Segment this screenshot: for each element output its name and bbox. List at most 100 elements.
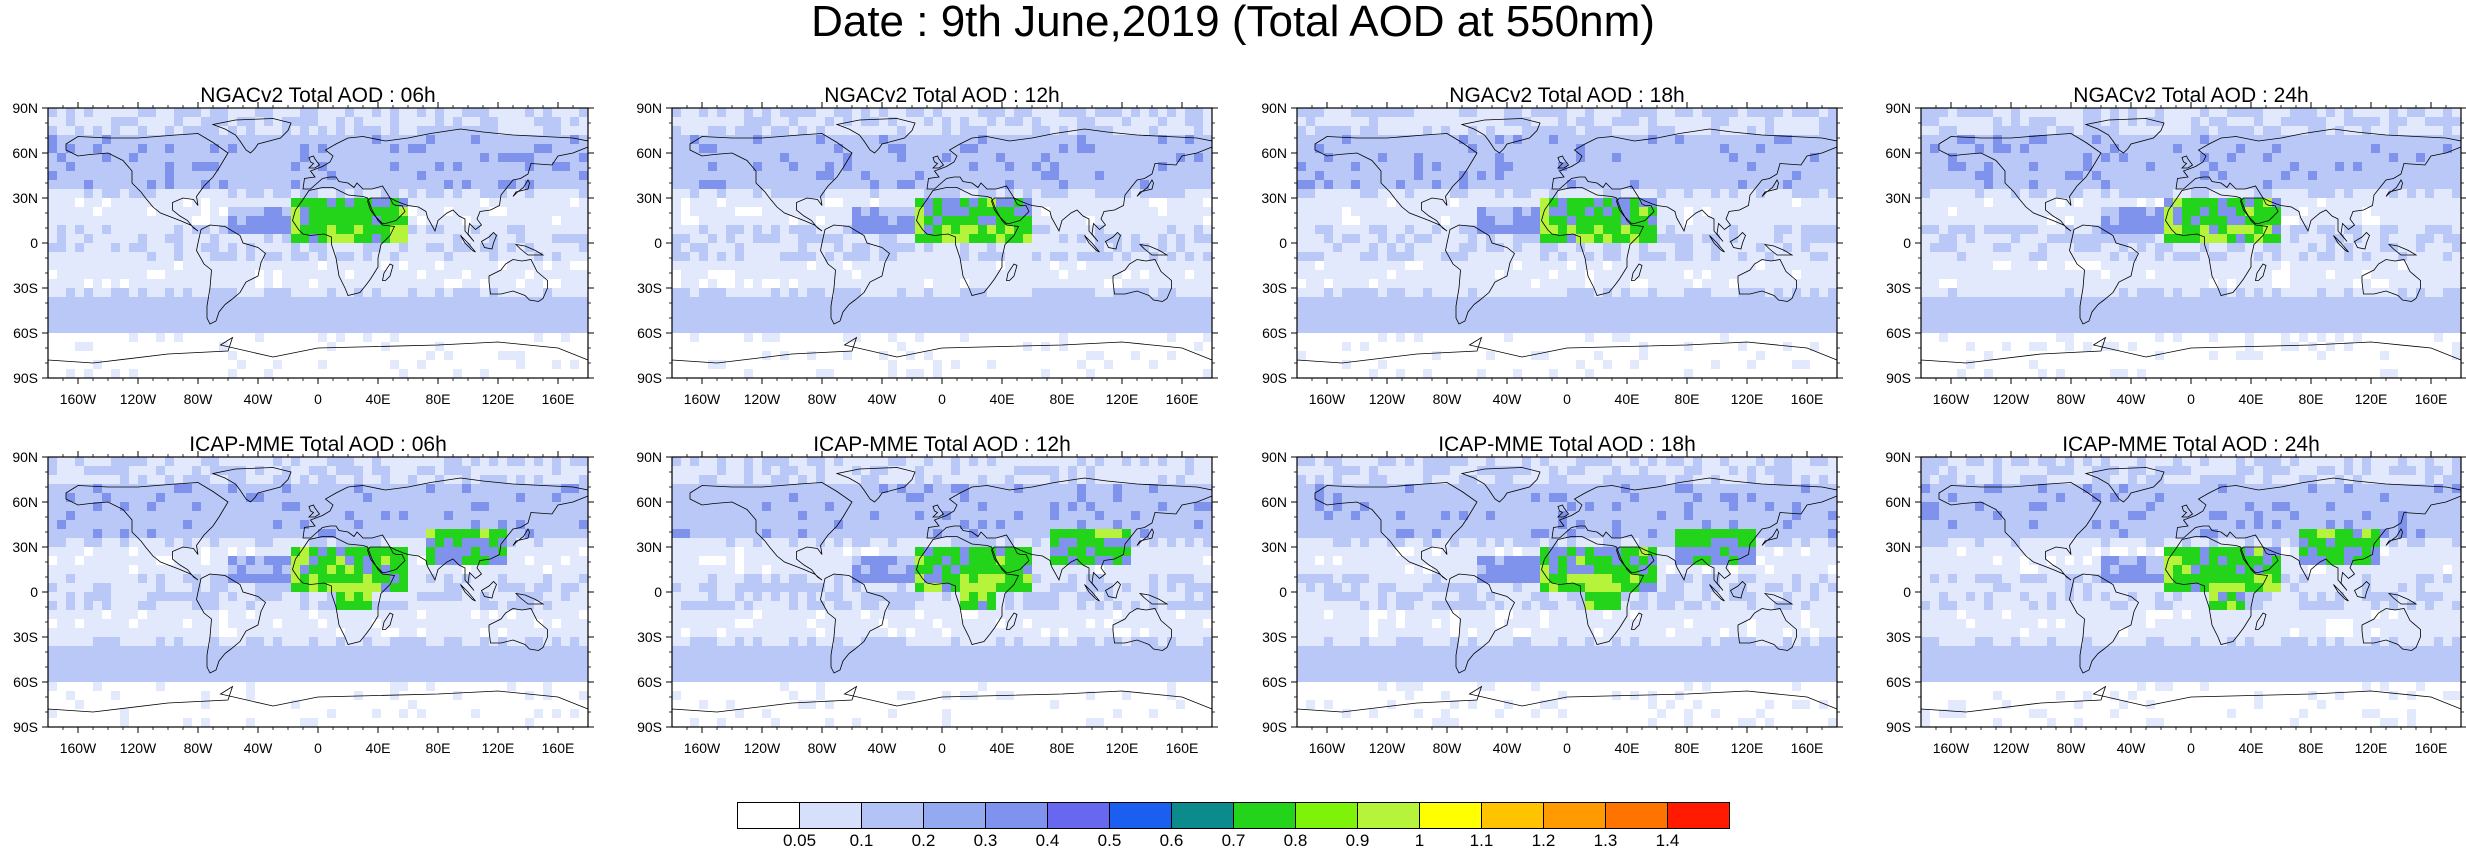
latitude-label: 30S xyxy=(1886,629,1911,645)
aod-map: 90N 60N 30N 0 30S 60S 90S 160W 120W 80W 40W 0 40E 80E… xyxy=(1885,449,2466,756)
longitude-label: 80W xyxy=(2057,740,2087,756)
colorbar-label: 0.9 xyxy=(1346,831,1370,848)
colorbar-swatch xyxy=(923,802,986,829)
longitude-label: 0 xyxy=(1563,740,1571,756)
aod-field xyxy=(1297,457,1838,728)
longitude-label: 80E xyxy=(426,391,451,407)
longitude-label: 160W xyxy=(1309,740,1346,756)
latitude-label: 90S xyxy=(1886,719,1911,735)
latitude-label: 90N xyxy=(12,100,38,116)
colorbar-label: 1 xyxy=(1415,831,1424,848)
longitude-label: 0 xyxy=(314,740,322,756)
latitude-label: 90S xyxy=(13,719,38,735)
longitude-label: 40E xyxy=(990,391,1015,407)
colorbar-swatch xyxy=(1605,802,1668,829)
latitude-label: 30S xyxy=(13,629,38,645)
longitude-label: 80W xyxy=(1433,391,1463,407)
longitude-label: 120E xyxy=(1106,740,1139,756)
colorbar-label: 0.3 xyxy=(974,831,998,848)
latitude-label: 90S xyxy=(13,370,38,386)
longitude-label: 40W xyxy=(2117,391,2147,407)
aod-map: 90N 60N 30N 0 30S 60S 90S 160W 120W 80W 40W 0 40E 80E… xyxy=(636,449,1218,756)
latitude-label: 60N xyxy=(636,145,662,161)
latitude-label: 60N xyxy=(1885,145,1911,161)
colorbar-label: 0.8 xyxy=(1284,831,1308,848)
longitude-label: 160W xyxy=(1933,740,1970,756)
map-panel: ICAP-MME Total AOD : 12h 90N 60N 30N 0 30S 60S… xyxy=(624,433,1244,773)
latitude-label: 90S xyxy=(637,719,662,735)
latitude-label: 30S xyxy=(1262,280,1287,296)
longitude-label: 40E xyxy=(990,740,1015,756)
latitude-label: 60N xyxy=(1261,145,1287,161)
aod-field xyxy=(1297,108,1838,379)
map-panel: ICAP-MME Total AOD : 24h 90N 60N 30N 0 30S 60S… xyxy=(1873,433,2466,773)
colorbar-label: 0.2 xyxy=(912,831,936,848)
aod-map: 90N 60N 30N 0 30S 60S 90S 160W 120W 80W 40W 0 40E 80E… xyxy=(12,449,594,756)
aod-map: 90N 60N 30N 0 30S 60S 90S 160W 120W 80W 40W 0 40E 80E… xyxy=(636,100,1218,407)
longitude-label: 0 xyxy=(2187,740,2195,756)
longitude-label: 120W xyxy=(1369,391,1406,407)
longitude-label: 160E xyxy=(1791,740,1824,756)
longitude-label: 120W xyxy=(1993,391,2030,407)
longitude-label: 120W xyxy=(744,740,781,756)
colorbar-swatch xyxy=(1171,802,1234,829)
longitude-label: 40E xyxy=(2239,391,2264,407)
longitude-label: 160W xyxy=(60,391,97,407)
longitude-label: 160E xyxy=(1791,391,1824,407)
longitude-label: 40W xyxy=(1493,391,1523,407)
longitude-label: 0 xyxy=(938,740,946,756)
longitude-label: 120W xyxy=(120,391,157,407)
latitude-label: 30N xyxy=(1261,190,1287,206)
latitude-label: 90N xyxy=(636,100,662,116)
aod-field xyxy=(1921,457,2462,728)
colorbar-label: 1.4 xyxy=(1656,831,1680,848)
colorbar-label: 0.05 xyxy=(783,831,816,848)
longitude-label: 0 xyxy=(314,391,322,407)
longitude-label: 120E xyxy=(482,391,515,407)
colorbar-label: 1.1 xyxy=(1470,831,1494,848)
latitude-label: 30S xyxy=(637,629,662,645)
latitude-label: 60N xyxy=(1885,494,1911,510)
latitude-label: 60S xyxy=(1886,674,1911,690)
latitude-label: 0 xyxy=(654,584,662,600)
latitude-label: 90N xyxy=(1261,449,1287,465)
latitude-label: 90S xyxy=(1262,370,1287,386)
longitude-label: 120W xyxy=(744,391,781,407)
aod-map: 90N 60N 30N 0 30S 60S 90S 160W 120W 80W 40W 0 40E 80E… xyxy=(1885,100,2466,407)
latitude-label: 30N xyxy=(12,190,38,206)
map-panel: NGACv2 Total AOD : 12h 90N 60N 30N 0 30S 60S 90… xyxy=(624,84,1244,424)
panel-title: ICAP-MME Total AOD : 24h xyxy=(2062,433,2320,456)
map-panel: NGACv2 Total AOD : 06h 90N 60N 30N 0 30S 60S 90… xyxy=(0,84,620,424)
longitude-label: 80W xyxy=(1433,740,1463,756)
longitude-label: 160W xyxy=(684,740,721,756)
coastlines xyxy=(1920,118,2462,379)
latitude-label: 60S xyxy=(1886,325,1911,341)
aod-field xyxy=(48,457,589,728)
aod-field xyxy=(48,108,589,379)
latitude-label: 90N xyxy=(636,449,662,465)
longitude-label: 80E xyxy=(1675,391,1700,407)
latitude-label: 30S xyxy=(13,280,38,296)
aod-map: 90N 60N 30N 0 30S 60S 90S 160W 120W 80W 40W 0 40E 80E… xyxy=(1261,449,1843,756)
panel-title: NGACv2 Total AOD : 06h xyxy=(200,84,436,107)
latitude-label: 60N xyxy=(636,494,662,510)
longitude-label: 40W xyxy=(868,391,898,407)
longitude-label: 80E xyxy=(426,740,451,756)
panel-title: NGACv2 Total AOD : 18h xyxy=(1449,84,1685,107)
longitude-label: 80W xyxy=(808,740,838,756)
longitude-label: 160E xyxy=(1166,391,1199,407)
coastlines xyxy=(1296,467,1838,728)
latitude-label: 30S xyxy=(1886,280,1911,296)
longitude-label: 120E xyxy=(482,740,515,756)
map-panel: ICAP-MME Total AOD : 06h 90N 60N 30N 0 30S 60S… xyxy=(0,433,620,773)
latitude-label: 60N xyxy=(12,494,38,510)
panel-title: NGACv2 Total AOD : 24h xyxy=(2073,84,2309,107)
longitude-label: 80E xyxy=(1675,740,1700,756)
latitude-label: 30N xyxy=(12,539,38,555)
latitude-label: 30N xyxy=(1885,190,1911,206)
colorbar-swatch xyxy=(985,802,1048,829)
colorbar-swatch xyxy=(1047,802,1110,829)
aod-map: 90N 60N 30N 0 30S 60S 90S 160W 120W 80W 40W 0 40E 80E… xyxy=(1261,100,1843,407)
latitude-label: 60S xyxy=(637,674,662,690)
longitude-label: 120E xyxy=(1106,391,1139,407)
